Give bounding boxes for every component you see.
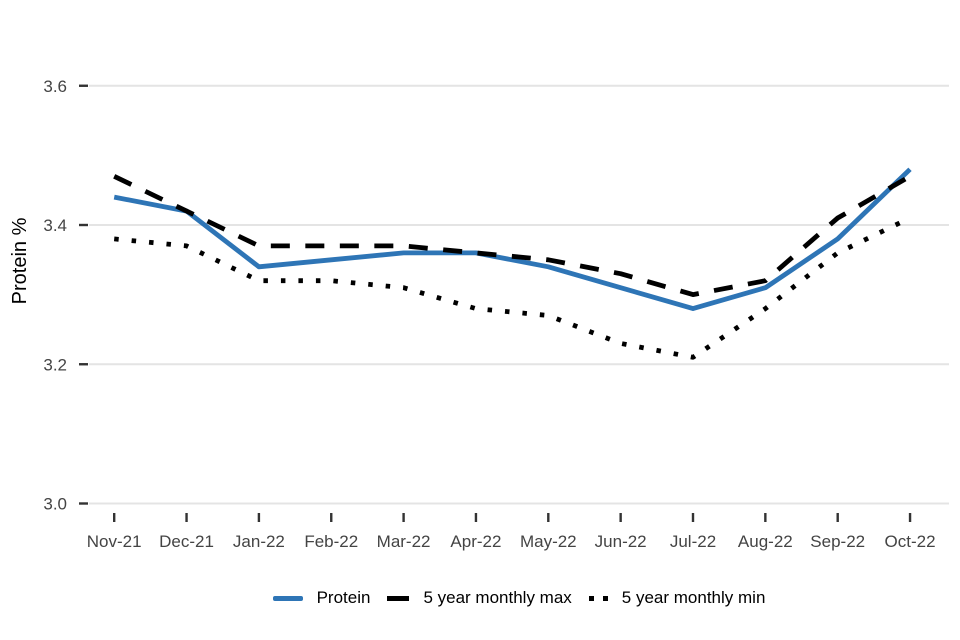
legend: Protein 5 year monthly max 5 year monthl…: [89, 588, 949, 608]
x-axis-tick-label: Feb-22: [304, 532, 358, 551]
max-line-swatch: [387, 595, 410, 601]
x-axis-tick-label: Sep-22: [810, 532, 865, 551]
five-year-min-line: [113, 215, 912, 360]
y-axis-tick-label: 3.2: [43, 355, 67, 374]
y-axis-tick-label: 3.0: [43, 495, 67, 514]
legend-label-5yr-min: 5 year monthly min: [621, 588, 766, 607]
legend-label-5yr-max: 5 year monthly max: [423, 588, 572, 607]
x-axis-tick-label: Dec-21: [159, 532, 214, 551]
y-axis-title: Protein %: [9, 217, 31, 305]
min-line-swatch: [588, 595, 608, 601]
protein-line: [113, 167, 912, 312]
protein-line-swatch: [272, 595, 303, 601]
legend-item-5yr-max: 5 year monthly max: [387, 588, 572, 608]
x-axis-tick-label: Oct-22: [885, 532, 936, 551]
legend-label-protein: Protein: [316, 588, 371, 607]
y-axis-tick-label: 3.6: [43, 77, 67, 96]
y-axis-tick-label: 3.4: [43, 216, 67, 235]
legend-item-5yr-min: 5 year monthly min: [588, 588, 766, 608]
x-axis-tick-label: Apr-22: [450, 532, 501, 551]
line-chart: 3.0 3.2 3.4 3.6 Nov-21 Dec-21 Jan-22 Feb-22 Mar-…: [43, 77, 949, 551]
five-year-max-line: [113, 174, 912, 298]
x-axis-tick-label: Mar-22: [377, 532, 431, 551]
x-axis-tick-label: Nov-21: [87, 532, 142, 551]
x-axis-tick-label: May-22: [520, 532, 577, 551]
legend-item-protein: Protein: [272, 588, 371, 608]
x-axis-tick-label: Jul-22: [670, 532, 716, 551]
x-axis-tick-label: Jan-22: [233, 532, 285, 551]
x-axis-tick-label: Jun-22: [595, 532, 647, 551]
x-axis-tick-label: Aug-22: [738, 532, 793, 551]
